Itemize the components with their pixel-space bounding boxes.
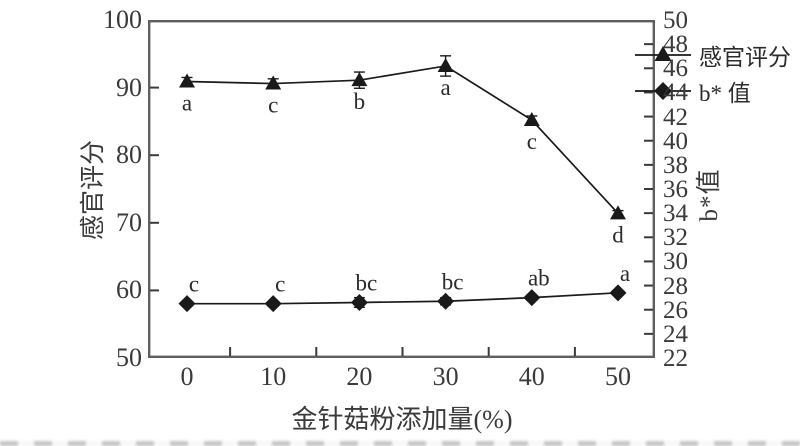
legend-item-b-value: b* 值: [634, 80, 791, 106]
diamond-marker: [264, 295, 282, 313]
plot-area: a c b a c d c c bc bc ab a 感官评分 b* 值: [148, 20, 791, 358]
right-tick-label-50: 50: [663, 7, 688, 34]
diamond-marker: [350, 293, 368, 311]
left-tick-label-100: 100: [103, 5, 142, 34]
x-tick-label-40: 40: [518, 362, 545, 391]
x-tick-label-10: 10: [260, 362, 287, 391]
point-label: c: [275, 272, 285, 297]
right-tick-label-42: 42: [663, 103, 688, 131]
left-tick-label-80: 80: [116, 140, 142, 170]
series-line-0: [186, 65, 619, 214]
triangle-marker: [265, 75, 282, 90]
right-tick-label-38: 38: [663, 151, 688, 179]
diamond-marker: [437, 292, 455, 310]
triangle-marker: [610, 205, 626, 220]
point-label: c: [189, 272, 199, 297]
point-label: ab: [528, 266, 550, 291]
legend: 感官评分 b* 值: [634, 44, 791, 116]
diamond-marker: [178, 295, 196, 313]
point-label: bc: [442, 269, 464, 294]
right-tick-label-24: 24: [663, 320, 688, 348]
right-tick-label-44: 44: [663, 79, 688, 107]
left-y-axis-title: 感官评分: [80, 140, 107, 241]
series-line-1: [187, 291, 619, 305]
x-tick-label-20: 20: [346, 362, 373, 391]
right-tick-label-34: 34: [663, 200, 688, 228]
point-label: a: [182, 91, 192, 116]
right-tick-label-28: 28: [663, 272, 688, 300]
point-label: a: [620, 261, 630, 286]
diamond-marker: [609, 284, 627, 302]
right-tick-label-22: 22: [663, 345, 688, 372]
right-tick-label-46: 46: [663, 55, 688, 83]
point-label: d: [612, 222, 624, 247]
triangle-marker: [523, 112, 540, 127]
point-label: c: [527, 129, 537, 154]
triangle-marker: [179, 73, 195, 88]
point-label: b: [354, 89, 366, 114]
chart-canvas: a c b a c d c c bc bc ab a: [148, 20, 655, 358]
right-tick-label-48: 48: [663, 31, 688, 59]
diamond-series-icon: [635, 82, 691, 100]
point-label: bc: [356, 270, 378, 295]
x-tick-label-0: 0: [180, 362, 194, 391]
triangle-series-icon: [635, 46, 691, 61]
triangle-marker: [351, 72, 368, 87]
x-tick-label-30: 30: [432, 362, 459, 391]
left-tick-label-90: 90: [116, 72, 142, 102]
right-tick-label-30: 30: [663, 248, 688, 276]
point-label: c: [268, 93, 278, 118]
x-tick-label-50: 50: [605, 362, 631, 391]
legend-label-b-value: b* 值: [699, 81, 751, 106]
right-tick-label-36: 36: [663, 176, 688, 203]
legend-item-sensory-score: 感官评分: [634, 44, 791, 70]
x-axis-title: 金针菇粉添加量(%): [291, 405, 513, 434]
left-tick-label-50: 50: [116, 343, 142, 372]
page-edge-artifact: [0, 441, 800, 446]
right-tick-label-40: 40: [663, 127, 688, 155]
triangle-marker: [437, 57, 454, 72]
left-tick-label-70: 70: [116, 207, 142, 237]
diamond-marker: [523, 289, 541, 307]
right-tick-label-26: 26: [663, 296, 688, 324]
left-tick-label-60: 60: [116, 275, 142, 305]
right-tick-label-32: 32: [663, 224, 688, 252]
legend-label-sensory-score: 感官评分: [699, 45, 791, 70]
plot-frame: [148, 20, 655, 358]
point-label: a: [440, 75, 450, 100]
